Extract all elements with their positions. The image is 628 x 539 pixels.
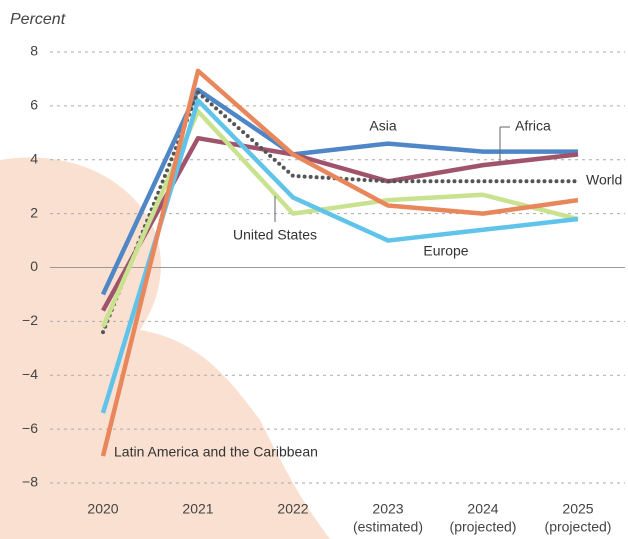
series-label: Latin America and the Caribbean — [114, 444, 318, 460]
background-shape — [0, 157, 330, 539]
series-line — [101, 135, 579, 312]
series-label: Africa — [515, 118, 551, 134]
x-tick-label: 2020 — [87, 501, 118, 517]
y-tick-label: 4 — [30, 150, 38, 166]
y-tick-label: −6 — [22, 420, 38, 436]
series-label: Europe — [423, 243, 468, 259]
x-tick-label: 2022 — [277, 501, 308, 517]
x-tick-sublabel: (estimated) — [353, 519, 423, 535]
y-tick-label: 8 — [30, 43, 38, 59]
y-tick-label: −4 — [22, 366, 38, 382]
x-tick-label: 2024 — [467, 501, 498, 517]
x-tick-label: 2025 — [562, 501, 593, 517]
series-label: United States — [233, 227, 317, 243]
y-tick-label: 0 — [30, 258, 38, 274]
series-line — [100, 87, 578, 296]
y-tick-label: −8 — [22, 474, 38, 490]
x-tick-sublabel: (projected) — [545, 519, 612, 535]
x-tick-label: 2021 — [182, 501, 213, 517]
series-line — [100, 68, 579, 457]
y-tick-label: 2 — [30, 204, 38, 220]
y-axis-label: Percent — [10, 11, 66, 28]
series-label: Asia — [369, 118, 396, 134]
y-tick-label: −2 — [22, 312, 38, 328]
x-tick-label: 2023 — [372, 501, 403, 517]
y-tick-label: 6 — [30, 97, 38, 113]
x-tick-sublabel: (projected) — [450, 519, 517, 535]
series-label: World — [586, 172, 622, 188]
series-line — [100, 98, 579, 414]
